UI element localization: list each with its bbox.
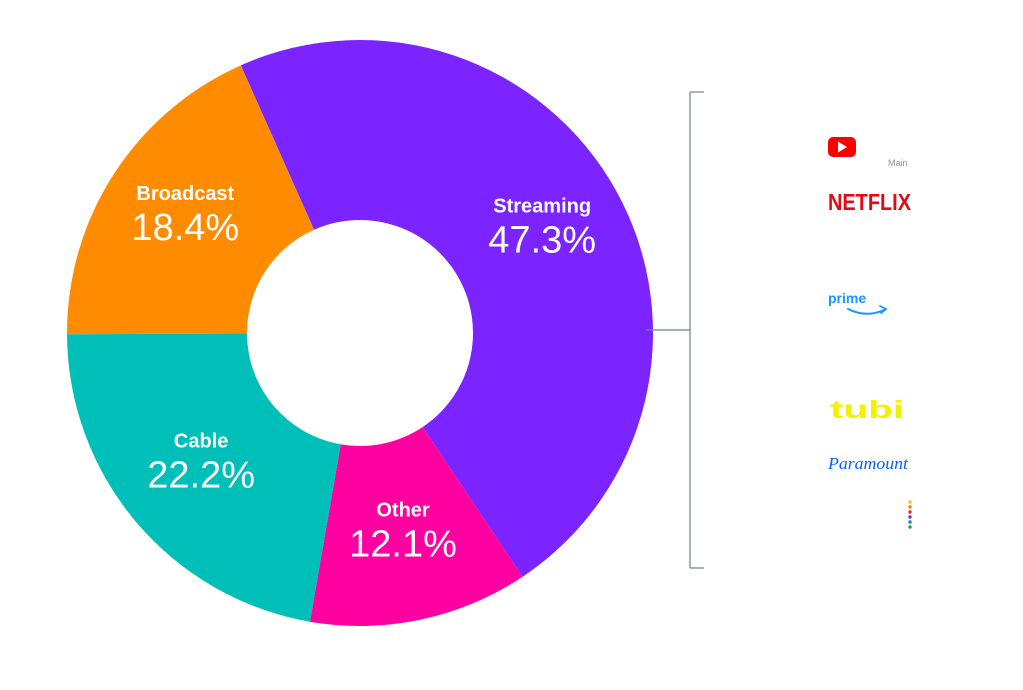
netflix-logo: NETFLIX [828, 189, 912, 215]
peacock-logo [908, 500, 912, 529]
paramount-logo: Paramount [827, 454, 909, 473]
slice-name-cable: Cable [174, 430, 228, 452]
slice-streaming [240, 40, 653, 577]
slice-other [309, 426, 523, 626]
streaming-breakdown-bracket [646, 91, 704, 569]
slice-value-other: 12.1% [349, 523, 457, 565]
slice-name-streaming: Streaming [493, 196, 591, 218]
slice-value-broadcast: 18.4% [131, 207, 239, 249]
main-note: Main [888, 158, 908, 168]
youtube-logo [828, 137, 856, 157]
svg-text:prime: prime [828, 290, 866, 306]
slice-value-streaming: 47.3% [488, 220, 596, 262]
slice-name-broadcast: Broadcast [136, 183, 234, 205]
tubi-logo: tubi [830, 396, 904, 424]
service-logos: Main NETFLIX prime tubi Paramount [827, 137, 912, 529]
slice-name-other: Other [376, 499, 430, 521]
prime-video-logo: prime [828, 290, 888, 315]
donut-slices [67, 40, 653, 626]
slice-cable [67, 333, 341, 622]
slice-value-cable: 22.2% [147, 454, 255, 496]
slice-broadcast [67, 65, 315, 335]
